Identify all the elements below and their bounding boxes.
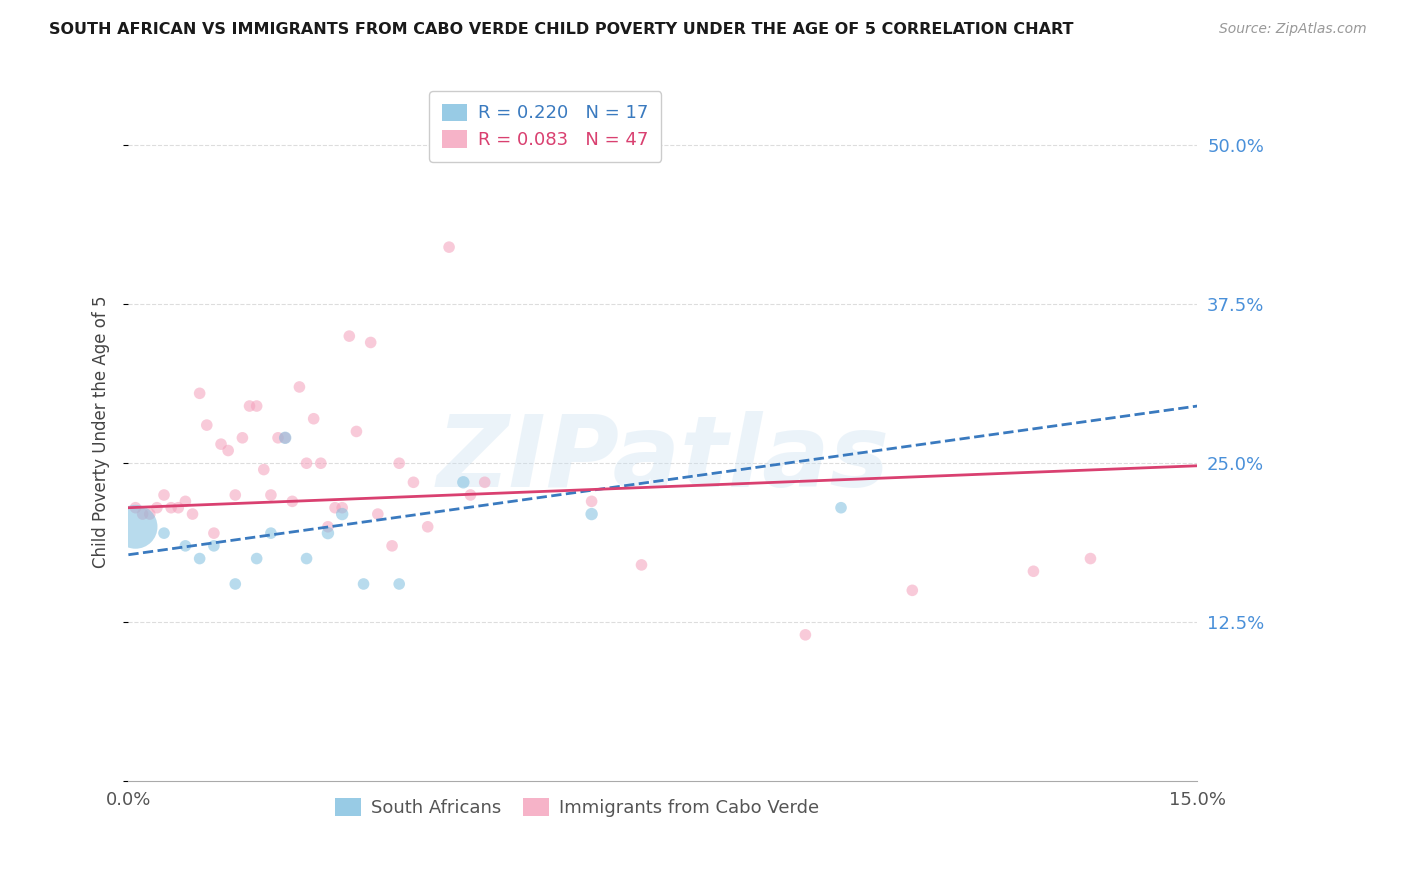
Point: [174, 494, 197, 508]
Point: [460, 488, 482, 502]
Text: SOUTH AFRICAN VS IMMIGRANTS FROM CABO VERDE CHILD POVERTY UNDER THE AGE OF 5 COR: SOUTH AFRICAN VS IMMIGRANTS FROM CABO VE…: [49, 22, 1074, 37]
Point: [316, 526, 339, 541]
Point: [1080, 551, 1102, 566]
Point: [231, 431, 253, 445]
Point: [224, 577, 246, 591]
Point: [153, 526, 176, 541]
Point: [581, 507, 603, 521]
Point: [381, 539, 404, 553]
Point: [267, 431, 290, 445]
Point: [139, 507, 162, 521]
Point: [260, 488, 283, 502]
Point: [146, 500, 169, 515]
Point: [1022, 564, 1045, 578]
Point: [901, 583, 924, 598]
Point: [794, 628, 817, 642]
Point: [453, 475, 475, 490]
Point: [474, 475, 496, 490]
Point: [309, 456, 332, 470]
Point: [188, 551, 211, 566]
Point: [388, 456, 411, 470]
Point: [238, 399, 260, 413]
Point: [288, 380, 311, 394]
Point: [316, 520, 339, 534]
Point: [581, 494, 603, 508]
Point: [181, 507, 204, 521]
Point: [188, 386, 211, 401]
Point: [281, 494, 304, 508]
Point: [167, 500, 190, 515]
Point: [367, 507, 389, 521]
Point: [131, 507, 153, 521]
Point: [437, 240, 460, 254]
Point: [274, 431, 297, 445]
Point: [402, 475, 425, 490]
Point: [346, 425, 368, 439]
Point: [416, 520, 439, 534]
Point: [224, 488, 246, 502]
Point: [217, 443, 239, 458]
Point: [202, 526, 225, 541]
Point: [124, 520, 146, 534]
Point: [246, 399, 269, 413]
Y-axis label: Child Poverty Under the Age of 5: Child Poverty Under the Age of 5: [93, 295, 110, 567]
Text: ZIPatlas: ZIPatlas: [436, 411, 890, 508]
Point: [323, 500, 346, 515]
Point: [830, 500, 852, 515]
Point: [360, 335, 382, 350]
Text: Source: ZipAtlas.com: Source: ZipAtlas.com: [1219, 22, 1367, 37]
Point: [630, 558, 652, 572]
Point: [330, 500, 353, 515]
Point: [295, 551, 318, 566]
Point: [353, 577, 375, 591]
Point: [202, 539, 225, 553]
Point: [388, 577, 411, 591]
Point: [246, 551, 269, 566]
Point: [274, 431, 297, 445]
Point: [302, 411, 325, 425]
Point: [330, 507, 353, 521]
Point: [253, 462, 276, 476]
Point: [160, 500, 183, 515]
Point: [295, 456, 318, 470]
Point: [195, 418, 218, 433]
Point: [174, 539, 197, 553]
Point: [124, 500, 146, 515]
Legend: South Africans, Immigrants from Cabo Verde: South Africans, Immigrants from Cabo Ver…: [328, 791, 827, 824]
Point: [337, 329, 360, 343]
Point: [260, 526, 283, 541]
Point: [209, 437, 232, 451]
Point: [153, 488, 176, 502]
